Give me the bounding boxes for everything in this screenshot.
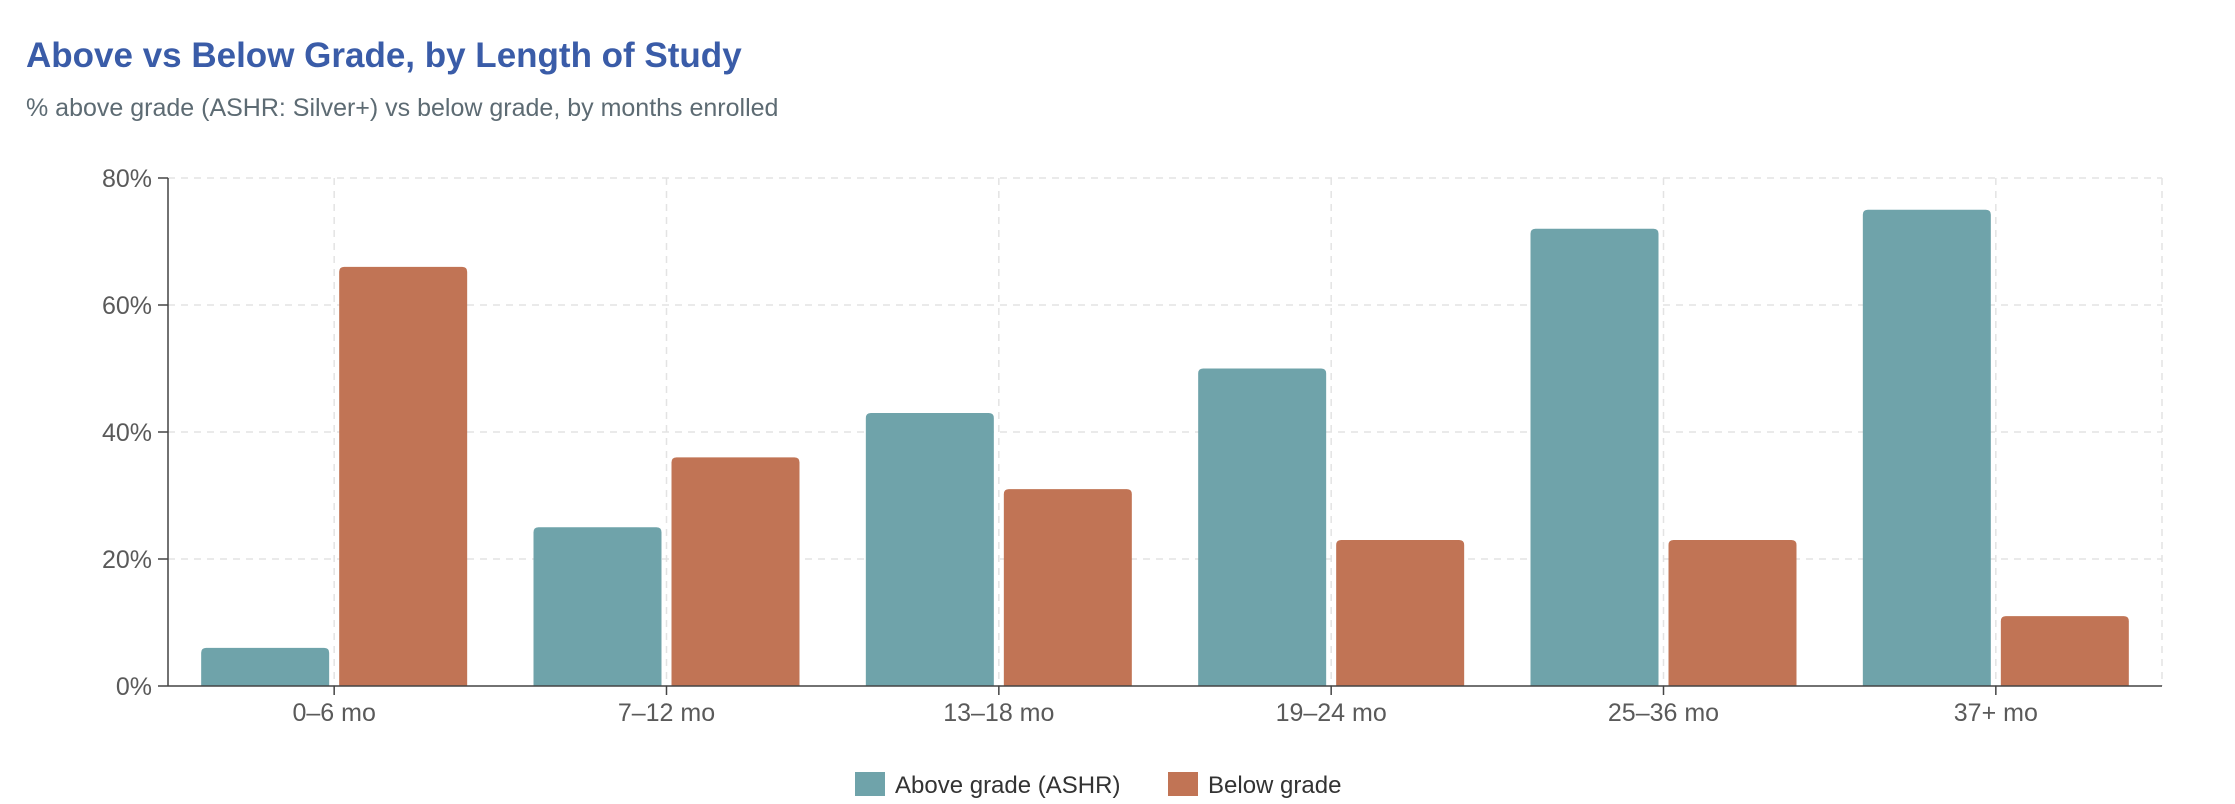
bar-below-1[interactable] [671, 457, 800, 686]
x-tick-label: 25–36 mo [1608, 699, 1719, 727]
x-tick-label: 0–6 mo [292, 699, 375, 727]
bar-below-2[interactable] [1003, 489, 1132, 686]
y-tick-label: 40% [102, 419, 152, 447]
x-tick-label: 13–18 mo [943, 699, 1054, 727]
bar-below-4[interactable] [1668, 539, 1797, 686]
y-tick-label: 80% [102, 165, 152, 193]
y-tick-label: 20% [102, 546, 152, 574]
bar-below-0[interactable] [339, 266, 468, 686]
legend-label-above[interactable]: Above grade (ASHR) [895, 772, 1120, 799]
legend[interactable]: Above grade (ASHR) Below grade [855, 772, 1341, 799]
y-tick-label: 60% [102, 292, 152, 320]
bars [201, 209, 2129, 687]
chart-subtitle: % above grade (ASHR: Silver+) vs below g… [26, 94, 779, 122]
x-tick-label: 19–24 mo [1276, 699, 1387, 727]
bar-below-5[interactable] [2000, 616, 2129, 686]
y-tick-label: 0% [116, 673, 152, 701]
chart-title: Above vs Below Grade, by Length of Study [26, 36, 742, 75]
x-tick-label: 37+ mo [1954, 699, 2038, 727]
bar-above-1[interactable] [533, 527, 662, 686]
bar-above-2[interactable] [865, 412, 994, 686]
legend-label-below[interactable]: Below grade [1208, 772, 1341, 799]
bar-above-5[interactable] [1862, 209, 1991, 686]
bar-above-0[interactable] [201, 647, 330, 686]
bar-above-4[interactable] [1530, 228, 1659, 687]
grid-lines [168, 177, 2163, 686]
legend-swatch-below[interactable] [1168, 772, 1198, 796]
legend-swatch-above[interactable] [855, 772, 885, 796]
bar-below-3[interactable] [1336, 539, 1465, 686]
x-tick-label: 7–12 mo [618, 699, 715, 727]
bar-above-3[interactable] [1198, 368, 1327, 687]
axes [158, 177, 2162, 695]
tick-labels: 0% 20% 40% 60% 80% 0–6 mo 7–12 mo 13–18 mo 19–24… [102, 165, 2038, 727]
